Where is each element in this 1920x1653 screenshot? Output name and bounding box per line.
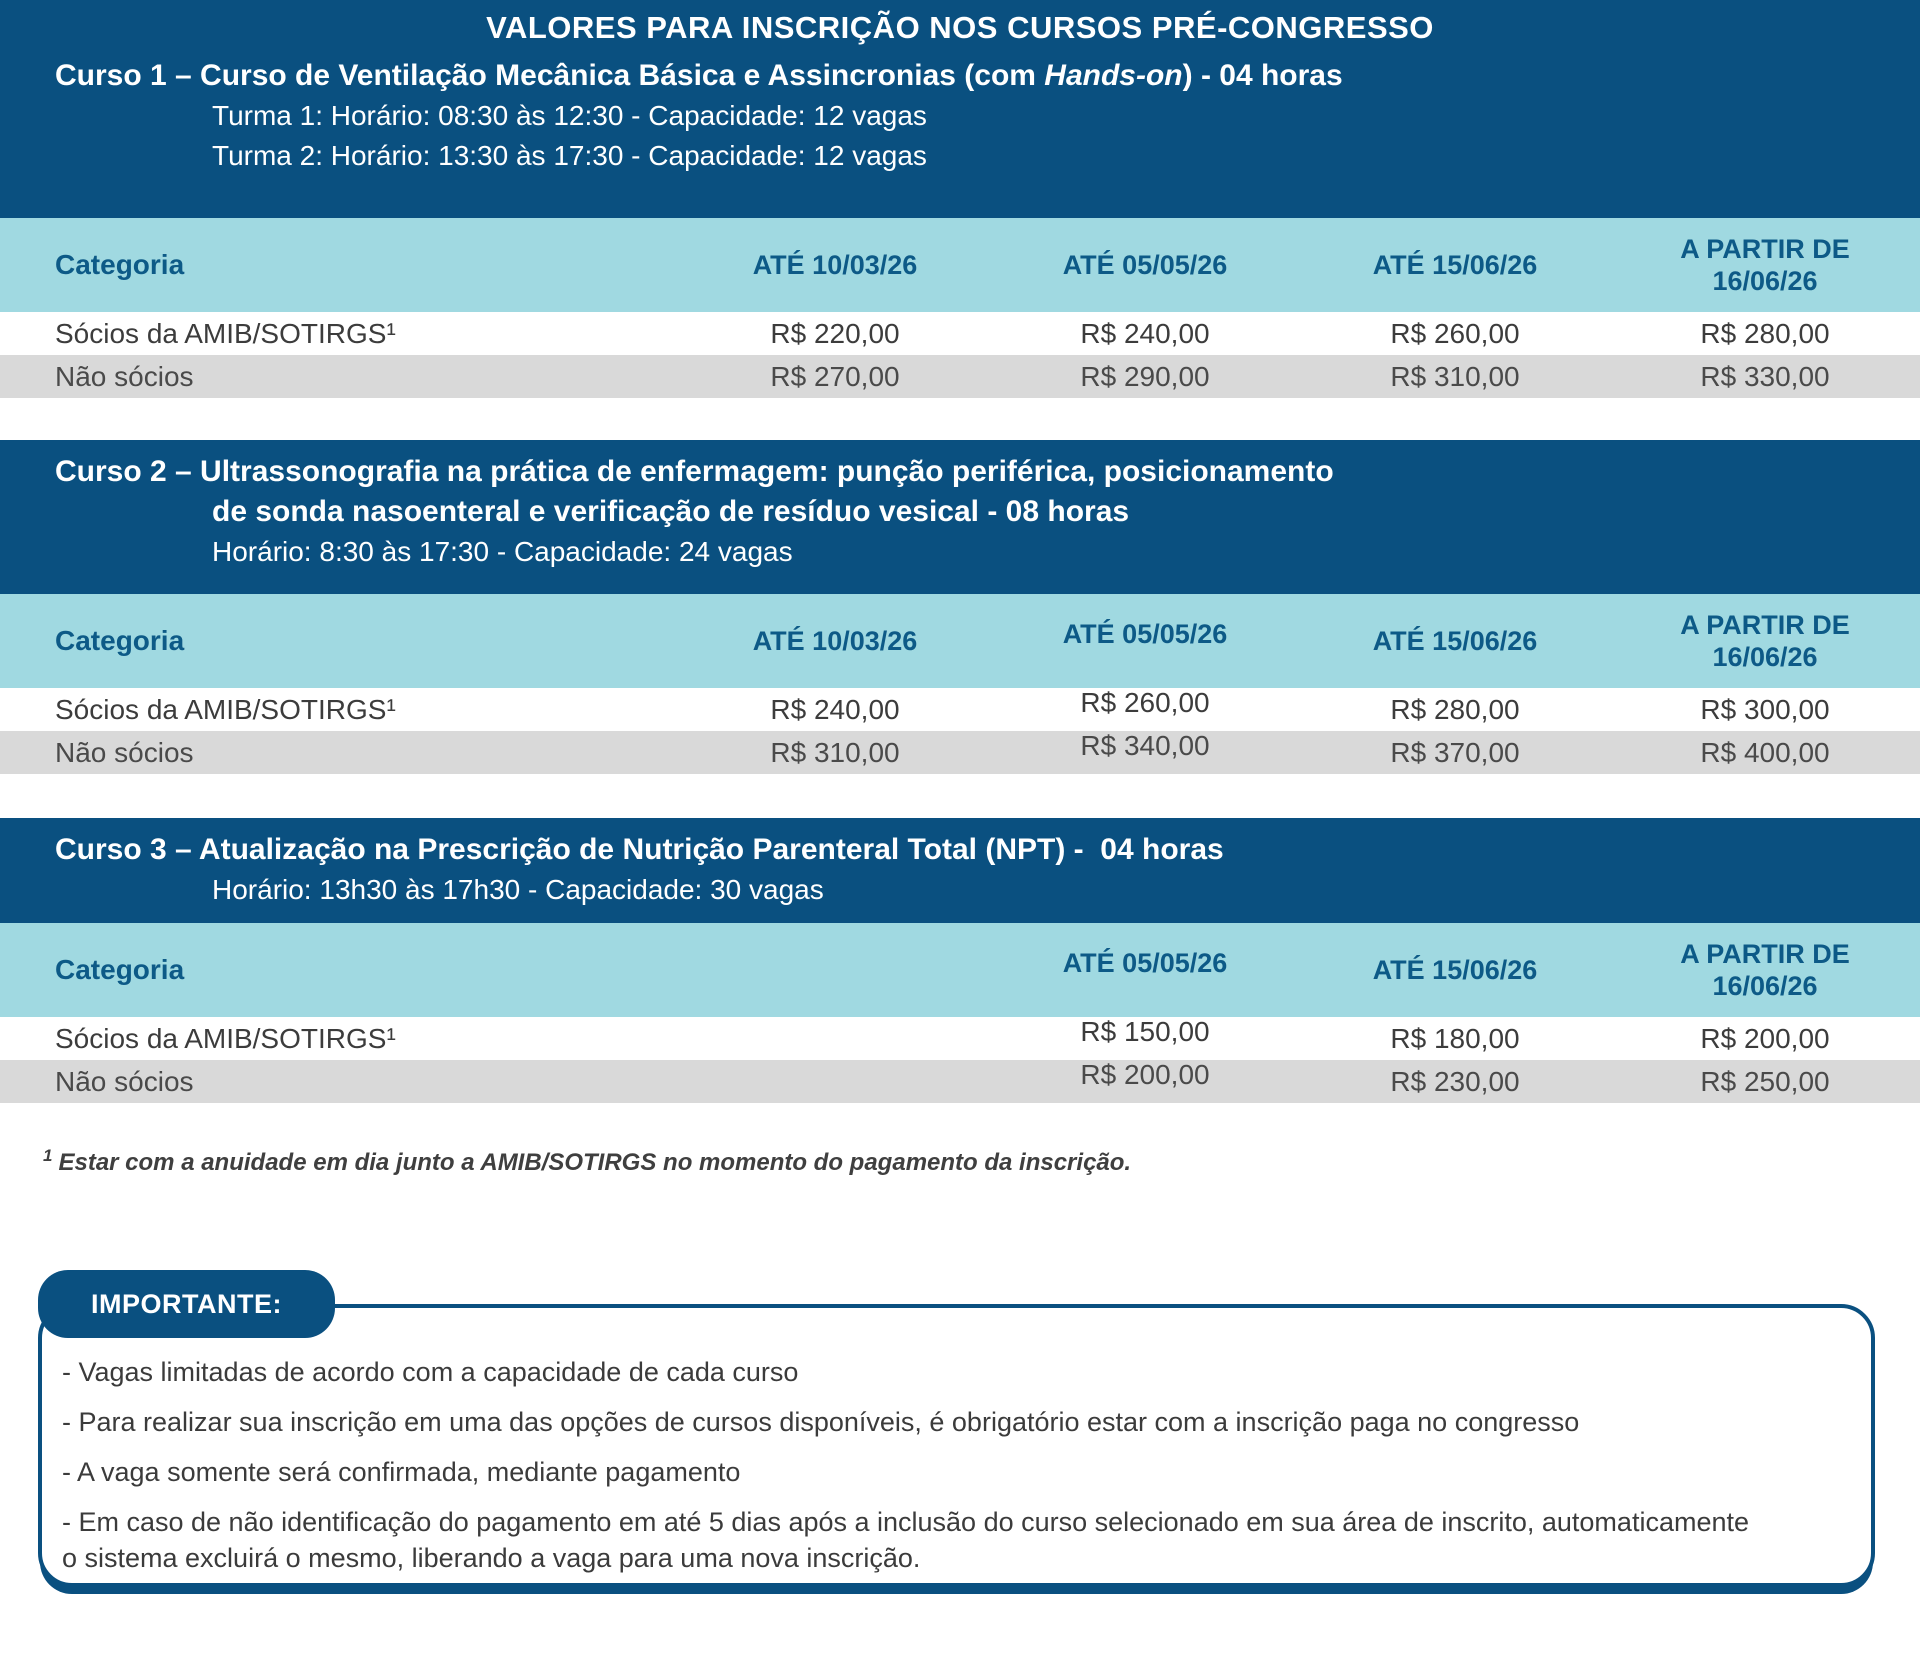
course-1-title-italic: Hands-on — [1044, 59, 1183, 92]
footnote-text: Estar com a anuidade em dia junto a AMIB… — [58, 1149, 1132, 1176]
course-1-title-pre: Curso 1 – Curso de Ventilação Mecânica B… — [55, 59, 1045, 92]
empty-cell — [680, 1060, 990, 1103]
course-1-band: VALORES PARA INSCRIÇÃO NOS CURSOS PRÉ-CO… — [0, 0, 1920, 218]
column-header-date-4: A PARTIR DE 16/06/26 — [1680, 939, 1850, 1001]
important-item: - Em caso de não identificação do pagame… — [62, 1507, 1749, 1573]
price-cell: R$ 370,00 — [1390, 736, 1520, 768]
course-3-heading: Curso 3 – Atualização na Prescrição de N… — [55, 833, 1224, 866]
column-header-date-1: ATÉ 10/03/26 — [752, 250, 918, 280]
category-cell: Sócios da AMIB/SOTIRGS¹ — [55, 317, 396, 349]
membership-footnote: 1 Estar com a anuidade em dia junto a AMI… — [0, 1141, 1920, 1178]
course-1-heading: Curso 1 – Curso de Ventilação Mecânica B… — [0, 56, 1920, 96]
column-header-date-2: ATÉ 05/05/26 — [1062, 250, 1228, 280]
category-cell: Não sócios — [55, 736, 194, 768]
course-2-heading-line-2: de sonda nasoenteral e verificação de re… — [212, 495, 1130, 528]
price-cell: R$ 270,00 — [770, 360, 900, 392]
price-cell: R$ 260,00 — [1080, 686, 1210, 718]
column-header-categoria: Categoria — [55, 625, 185, 656]
course-1-turma-1: Turma 1: Horário: 08:30 às 12:30 - Capac… — [212, 100, 927, 131]
column-header-date-4: A PARTIR DE 16/06/26 — [1680, 610, 1850, 672]
course-1-turma-2: Turma 2: Horário: 13:30 às 17:30 - Capac… — [212, 140, 927, 171]
price-table-course-1: Categoria ATÉ 10/03/26 ATÉ 05/05/26 ATÉ … — [0, 218, 1920, 398]
price-cell: R$ 180,00 — [1390, 1022, 1520, 1054]
column-header-date-3: ATÉ 15/06/26 — [1372, 626, 1538, 656]
important-section: IMPORTANTE: - Vagas limitadas de acordo … — [38, 1270, 1875, 1587]
column-header-categoria: Categoria — [55, 954, 185, 985]
course-2-band: Curso 2 – Ultrassonografia na prática de… — [0, 440, 1920, 594]
table-row: Não sócios R$ 270,00 R$ 290,00 R$ 310,00… — [0, 355, 1920, 398]
price-table-course-3: Categoria ATÉ 05/05/26 ATÉ 15/06/26 A PA… — [0, 923, 1920, 1103]
price-cell: R$ 400,00 — [1700, 736, 1830, 768]
column-header-date-2: ATÉ 05/05/26 — [1062, 619, 1228, 649]
empty-column — [680, 923, 990, 1017]
price-cell: R$ 310,00 — [1390, 360, 1520, 392]
course-3-band: Curso 3 – Atualização na Prescrição de N… — [0, 818, 1920, 923]
price-cell: R$ 260,00 — [1390, 317, 1520, 349]
course-2-heading-line-1: Curso 2 – Ultrassonografia na prática de… — [55, 455, 1334, 488]
table-row: Sócios da AMIB/SOTIRGS¹ R$ 150,00 R$ 180… — [0, 1016, 1920, 1060]
price-cell: R$ 200,00 — [1080, 1058, 1210, 1090]
page-title: VALORES PARA INSCRIÇÃO NOS CURSOS PRÉ-CO… — [486, 10, 1434, 45]
important-item: - Vagas limitadas de acordo com a capaci… — [62, 1357, 799, 1387]
course-3-schedule: Horário: 13h30 às 17h30 - Capacidade: 30… — [212, 874, 824, 905]
price-cell: R$ 290,00 — [1080, 360, 1210, 392]
column-header-date-3: ATÉ 15/06/26 — [1372, 955, 1538, 985]
important-item: - Para realizar sua inscrição em uma das… — [62, 1407, 1580, 1437]
table-2-header-row: Categoria ATÉ 10/03/26 ATÉ 05/05/26 ATÉ … — [0, 594, 1920, 688]
price-cell: R$ 240,00 — [1080, 317, 1210, 349]
price-cell: R$ 240,00 — [770, 693, 900, 725]
price-table-course-2: Categoria ATÉ 10/03/26 ATÉ 05/05/26 ATÉ … — [0, 594, 1920, 774]
table-1-header-row: Categoria ATÉ 10/03/26 ATÉ 05/05/26 ATÉ … — [0, 218, 1920, 312]
course-2-schedule: Horário: 8:30 às 17:30 - Capacidade: 24 … — [212, 536, 793, 567]
price-cell: R$ 230,00 — [1390, 1065, 1520, 1097]
category-cell: Não sócios — [55, 360, 194, 392]
price-cell: R$ 330,00 — [1700, 360, 1830, 392]
price-cell: R$ 220,00 — [770, 317, 900, 349]
price-cell: R$ 150,00 — [1080, 1015, 1210, 1047]
price-cell: R$ 310,00 — [770, 736, 900, 768]
column-header-date-4: A PARTIR DE 16/06/26 — [1680, 234, 1850, 296]
price-cell: R$ 200,00 — [1700, 1022, 1830, 1054]
column-header-date-2: ATÉ 05/05/26 — [1062, 948, 1228, 978]
table-row: Sócios da AMIB/SOTIRGS¹ R$ 240,00 R$ 260… — [0, 687, 1920, 731]
table-row: Não sócios R$ 200,00 R$ 230,00 R$ 250,00 — [0, 1059, 1920, 1103]
column-header-date-1: ATÉ 10/03/26 — [752, 626, 918, 656]
table-3-header-row: Categoria ATÉ 05/05/26 ATÉ 15/06/26 A PA… — [0, 923, 1920, 1017]
table-row: Não sócios R$ 310,00 R$ 340,00 R$ 370,00… — [0, 730, 1920, 774]
price-cell: R$ 300,00 — [1700, 693, 1830, 725]
important-tab-label: IMPORTANTE: — [38, 1270, 335, 1338]
price-cell: R$ 250,00 — [1700, 1065, 1830, 1097]
price-cell: R$ 340,00 — [1080, 729, 1210, 761]
price-cell: R$ 280,00 — [1390, 693, 1520, 725]
price-cell: R$ 280,00 — [1700, 317, 1830, 349]
category-cell: Sócios da AMIB/SOTIRGS¹ — [55, 1022, 396, 1054]
column-header-date-3: ATÉ 15/06/26 — [1372, 250, 1538, 280]
empty-cell — [680, 1017, 990, 1060]
footnote-marker: 1 — [43, 1146, 53, 1165]
important-item: - A vaga somente será confirmada, median… — [62, 1457, 741, 1487]
column-header-categoria: Categoria — [55, 249, 185, 280]
important-box: - Vagas limitadas de acordo com a capaci… — [38, 1304, 1875, 1587]
category-cell: Não sócios — [55, 1065, 194, 1097]
category-cell: Sócios da AMIB/SOTIRGS¹ — [55, 693, 396, 725]
course-1-title-post: ) - 04 horas — [1182, 59, 1343, 92]
table-row: Sócios da AMIB/SOTIRGS¹ R$ 220,00 R$ 240… — [0, 312, 1920, 355]
